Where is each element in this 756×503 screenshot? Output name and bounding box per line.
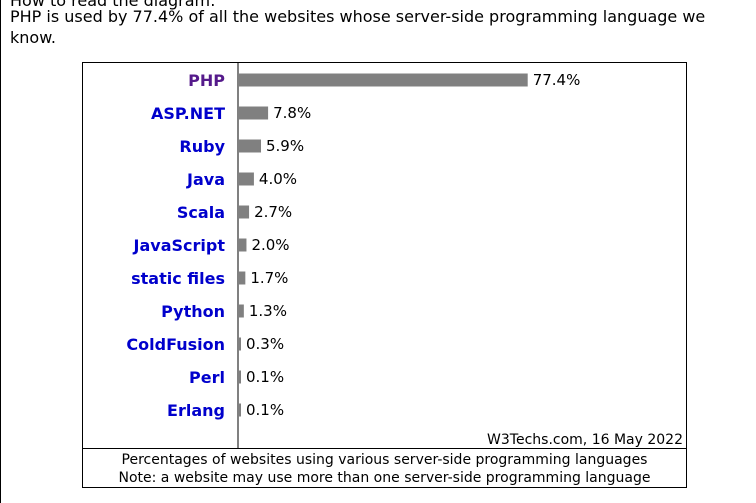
- bar-php: [239, 73, 528, 87]
- page-left-border: [0, 0, 1, 503]
- intro-text: PHP is used by 77.4% of all the websites…: [10, 7, 706, 47]
- value-label-javascript: 2.0%: [251, 236, 289, 254]
- bar-chart: PHP 77.4% ASP.NET 7.8% Ruby 5.9% Java 4.0% Scala…: [126, 63, 683, 448]
- caption-line-2: Note: a website may use more than one se…: [118, 470, 651, 486]
- chart-caption: Percentages of websites using various se…: [83, 448, 686, 487]
- category-label-php[interactable]: PHP: [188, 71, 225, 90]
- value-label-coldfusion: 0.3%: [246, 335, 284, 353]
- category-label-static-files[interactable]: static files: [131, 269, 225, 288]
- value-label-static-files: 1.7%: [250, 269, 288, 287]
- bar-erlang: [239, 403, 241, 417]
- category-label-python[interactable]: Python: [161, 302, 225, 321]
- category-label-perl[interactable]: Perl: [189, 368, 225, 387]
- chart-credit: W3Techs.com, 16 May 2022: [487, 432, 683, 448]
- bar-scala: [239, 205, 250, 219]
- value-label-ruby: 5.9%: [266, 137, 304, 155]
- category-label-erlang[interactable]: Erlang: [167, 401, 225, 420]
- category-label-coldfusion[interactable]: ColdFusion: [126, 335, 225, 354]
- caption-line-1: Percentages of websites using various se…: [121, 452, 648, 468]
- value-label-erlang: 0.1%: [246, 401, 284, 419]
- value-label-asp-net: 7.8%: [273, 104, 311, 122]
- bar-javascript: [239, 238, 247, 252]
- category-label-ruby[interactable]: Ruby: [179, 137, 225, 156]
- bar-perl: [239, 370, 241, 384]
- bar-asp-net: [239, 106, 269, 120]
- bar-java: [239, 172, 254, 186]
- category-label-java[interactable]: Java: [186, 170, 225, 189]
- value-label-php: 77.4%: [533, 71, 581, 89]
- bar-coldfusion: [239, 337, 241, 351]
- value-label-java: 4.0%: [259, 170, 297, 188]
- category-label-asp-net[interactable]: ASP.NET: [151, 104, 225, 123]
- bar-python: [239, 304, 244, 318]
- intro-heading: How to read the diagram:: [10, 0, 216, 10]
- chart-box: PHP 77.4% ASP.NET 7.8% Ruby 5.9% Java 4.0% Scala…: [82, 62, 687, 488]
- category-label-scala[interactable]: Scala: [177, 203, 225, 222]
- value-label-perl: 0.1%: [246, 368, 284, 386]
- category-label-javascript[interactable]: JavaScript: [133, 236, 226, 255]
- bar-static-files: [239, 271, 246, 285]
- value-label-python: 1.3%: [249, 302, 287, 320]
- value-label-scala: 2.7%: [254, 203, 292, 221]
- bar-ruby: [239, 139, 262, 153]
